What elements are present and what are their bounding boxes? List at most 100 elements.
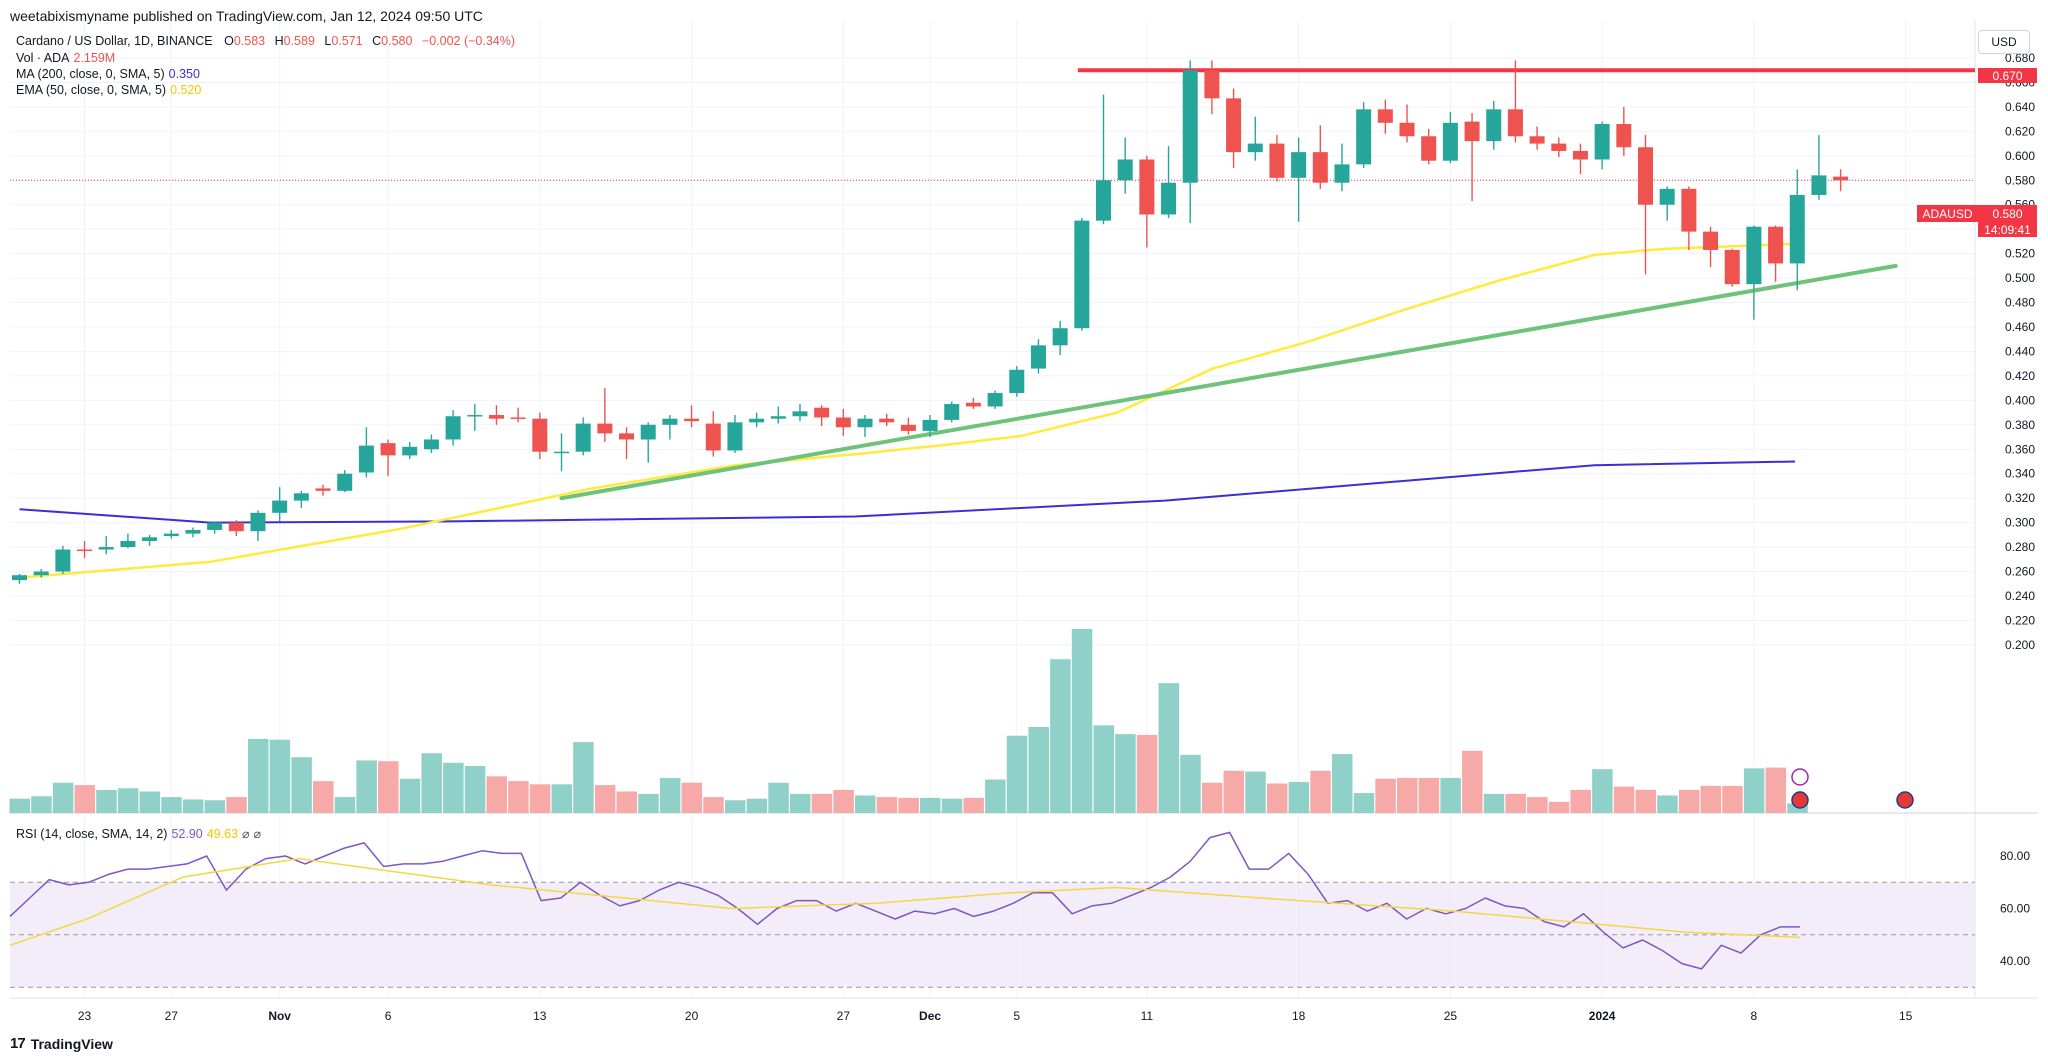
candle-body <box>358 445 374 473</box>
legend-h-label: H <box>274 34 284 48</box>
tradingview-logo-icon: 17 <box>10 1035 26 1052</box>
last-price-tag: ADAUSD 0.580 <box>1917 205 2037 222</box>
volume-bar <box>724 800 746 813</box>
us-flag-event-icon <box>1791 791 1809 809</box>
candle-body <box>1724 249 1740 285</box>
tradingview-logo[interactable]: 17 TradingView <box>10 1035 113 1052</box>
price-tick-label: 0.580 <box>2005 173 2035 187</box>
volume-bar <box>1548 801 1570 813</box>
candle-body <box>684 418 700 422</box>
volume-bar <box>1201 782 1223 813</box>
volume-bar <box>291 757 312 813</box>
candle-body <box>1833 176 1849 181</box>
price-tick-label: 0.320 <box>2005 491 2035 505</box>
candle-body <box>662 418 678 425</box>
candle-body <box>1399 122 1415 137</box>
time-tick-label: 8 <box>1751 1009 1758 1023</box>
price-tick-label: 0.640 <box>2005 100 2035 114</box>
volume-bar <box>247 738 269 813</box>
legend-l-label: L <box>324 34 332 48</box>
volume-bar <box>269 739 291 813</box>
lightning-event-icon <box>1791 768 1809 786</box>
time-tick-label: 27 <box>837 1009 851 1023</box>
candle-body <box>1681 188 1697 232</box>
volume-bar <box>789 793 811 813</box>
candle-body <box>33 571 49 576</box>
currency-selector[interactable]: USD <box>1978 30 2030 54</box>
time-tick-label: 13 <box>533 1009 547 1023</box>
rsi-ma-line <box>9 857 1801 947</box>
volume-bar <box>1440 777 1461 813</box>
volume-bar <box>464 765 486 813</box>
legend-volume-label: Vol · ADA <box>16 51 70 65</box>
volume-bar <box>1678 789 1700 813</box>
volume-bar <box>1462 750 1483 813</box>
volume-bar <box>1613 786 1635 813</box>
candle-body <box>12 575 27 581</box>
candle-body <box>510 417 526 419</box>
candle-body <box>575 423 591 452</box>
candle-body <box>857 418 873 428</box>
volume-bar <box>1765 767 1787 813</box>
volume-bar <box>1635 789 1656 813</box>
price-tick-label: 0.520 <box>2005 247 2035 261</box>
candle-body <box>250 512 266 532</box>
time-tick-label: 5 <box>1013 1009 1020 1023</box>
volume-bar <box>963 797 984 813</box>
settings-icon[interactable]: ⌀ <box>253 827 262 841</box>
candle-body <box>380 443 396 456</box>
volume-bar <box>508 781 529 813</box>
price-tick-label: 0.440 <box>2005 344 2035 358</box>
legend-rsi-label: RSI (14, close, SMA, 14, 2) <box>16 827 168 841</box>
time-tick-label: 11 <box>1141 1009 1154 1023</box>
candle-body <box>55 549 71 572</box>
volume-bar <box>659 777 681 813</box>
volume-bar <box>768 782 789 813</box>
candle-body <box>1030 345 1046 369</box>
legend-ema50-value: 0.520 <box>170 83 202 97</box>
candle-body <box>1204 70 1220 99</box>
candle-body <box>77 549 93 552</box>
volume-bar <box>985 779 1006 813</box>
volume-bar <box>855 795 876 813</box>
price-tick-label: 0.220 <box>2005 613 2035 627</box>
time-tick-label: 6 <box>385 1009 392 1023</box>
volume-bar <box>399 778 421 813</box>
symbol-tag: ADAUSD <box>1922 206 1973 221</box>
candle-body <box>1551 143 1567 151</box>
time-tick-label: Dec <box>919 1009 941 1023</box>
candle-body <box>185 529 201 534</box>
candle-body <box>402 446 418 456</box>
candle-body <box>142 537 158 541</box>
volume-bar <box>52 782 74 813</box>
bar-countdown: 14:09:41 <box>1978 222 2037 237</box>
time-tick-label: Nov <box>268 1009 291 1023</box>
candle-body <box>1052 328 1068 346</box>
volume-bar <box>876 797 898 813</box>
volume-bar <box>356 760 377 813</box>
candle-body <box>1638 147 1653 205</box>
candle-body <box>1421 136 1437 161</box>
candle-body <box>1161 182 1177 215</box>
legend-volume: Vol · ADA 2.159M <box>16 51 115 65</box>
legend-c-label: C <box>372 34 382 48</box>
volume-bar <box>226 797 247 813</box>
legend-ema50: EMA (50, close, 0, SMA, 5) 0.520 <box>16 83 201 97</box>
volume-bar <box>1006 735 1028 813</box>
volume-bar <box>313 781 334 813</box>
volume-bar <box>1136 734 1158 813</box>
candle-body <box>207 522 223 530</box>
volume-bar <box>1158 683 1180 813</box>
volume-bar <box>1028 726 1049 813</box>
legend-volume-value: 2.159M <box>73 51 116 65</box>
volume-bar <box>1115 734 1136 813</box>
hide-icon[interactable]: ⌀ <box>242 827 250 841</box>
volume-bar <box>1722 785 1743 813</box>
us-flag-event-icon <box>1896 791 1914 809</box>
volume-bar <box>811 793 833 813</box>
candle-body <box>727 422 743 451</box>
volume-bar <box>443 762 464 813</box>
publisher-header: weetabixismyname published on TradingVie… <box>10 8 483 24</box>
volume-bar <box>1505 793 1526 813</box>
